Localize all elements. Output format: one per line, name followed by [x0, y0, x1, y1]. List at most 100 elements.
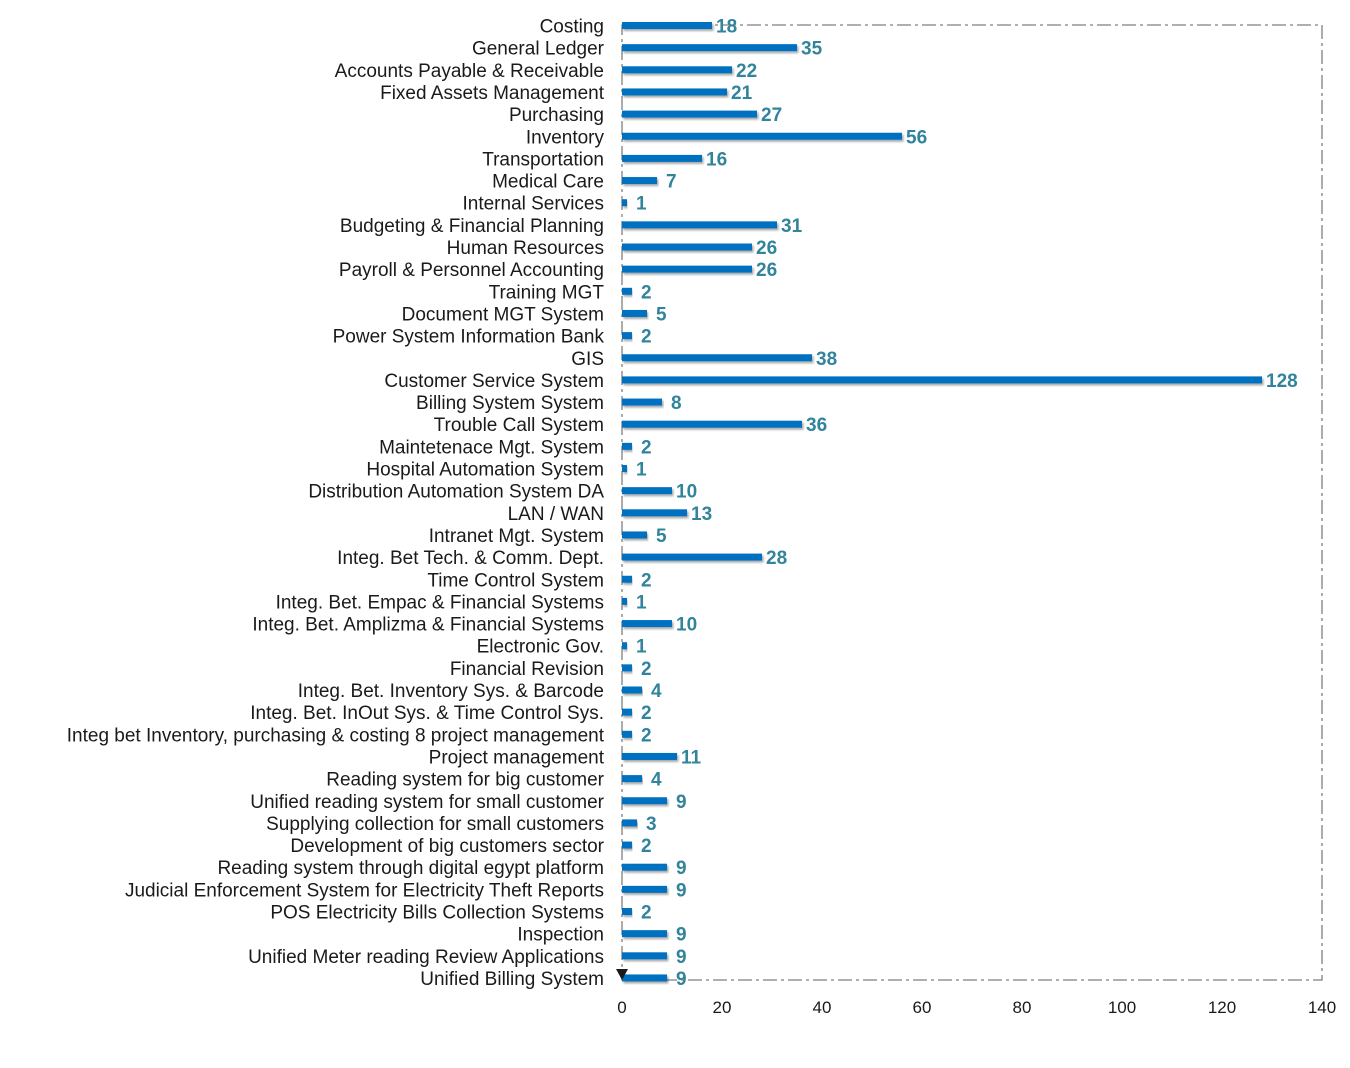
category-label: Reading system through digital egypt pla…: [217, 858, 604, 879]
bar: [622, 265, 752, 273]
value-label: 128: [1266, 371, 1298, 392]
value-labels: 1835222127561671312626252381288362110135…: [636, 17, 1298, 990]
category-label: Unified reading system for small custome…: [250, 792, 604, 813]
bar: [622, 420, 802, 428]
category-label: Time Control System: [427, 570, 604, 591]
value-label: 38: [816, 349, 837, 370]
bar: [622, 597, 627, 605]
value-label: 21: [731, 83, 753, 104]
value-label: 10: [676, 615, 697, 636]
bar: [622, 243, 752, 251]
category-label: Integ. Bet. Empac & Financial Systems: [276, 592, 604, 613]
value-label: 10: [676, 482, 697, 503]
axis-arrow-icon: [616, 969, 628, 980]
category-label: Inspection: [517, 925, 604, 946]
bar: [622, 974, 667, 982]
bar: [622, 952, 667, 960]
bar: [622, 930, 667, 938]
x-tick-label: 40: [813, 998, 832, 1017]
category-label: POS Electricity Bills Collection Systems: [270, 903, 604, 924]
value-label: 3: [646, 814, 657, 835]
value-label: 2: [641, 703, 652, 724]
category-label: Unified Billing System: [420, 969, 604, 990]
value-label: 16: [706, 149, 727, 170]
x-tick-label: 20: [713, 998, 732, 1017]
category-label: Supplying collection for small customers: [266, 814, 604, 835]
x-tick-label: 80: [1013, 998, 1032, 1017]
category-label: Human Resources: [447, 238, 604, 259]
category-label: LAN / WAN: [508, 504, 604, 525]
x-tick-label: 120: [1208, 998, 1236, 1017]
bar: [622, 730, 632, 738]
category-label: Financial Revision: [450, 659, 604, 680]
bar: [622, 22, 712, 29]
value-label: 13: [691, 504, 712, 525]
category-label: Training MGT: [489, 282, 605, 303]
category-label: Budgeting & Financial Planning: [340, 216, 604, 237]
value-label: 2: [641, 903, 652, 924]
bar: [622, 863, 667, 871]
bar: [622, 620, 672, 628]
bar: [622, 132, 902, 140]
bar: [622, 908, 632, 915]
bar: [622, 553, 762, 561]
value-label: 2: [641, 282, 652, 303]
value-label: 9: [676, 969, 687, 990]
category-label: Costing: [540, 17, 604, 38]
category-label: Integ. Bet. Inventory Sys. & Barcode: [298, 681, 604, 702]
x-tick-label: 0: [617, 998, 626, 1017]
category-label: Distribution Automation System DA: [308, 482, 604, 503]
bar: [622, 88, 727, 96]
x-tick-label: 60: [913, 998, 932, 1017]
value-label: 31: [781, 216, 803, 237]
bar: [622, 398, 662, 406]
bar: [622, 376, 1262, 384]
value-label: 1: [636, 592, 647, 613]
value-label: 4: [651, 770, 662, 791]
category-label: Transportation: [482, 149, 604, 170]
bar: [622, 775, 642, 783]
value-label: 5: [656, 526, 667, 547]
bar: [622, 797, 667, 805]
bar: [622, 199, 627, 207]
category-label: Payroll & Personnel Accounting: [339, 260, 604, 281]
value-label: 28: [766, 548, 787, 569]
category-label: GIS: [571, 349, 604, 370]
category-label: Purchasing: [509, 105, 604, 126]
value-label: 18: [716, 17, 737, 38]
bar: [622, 885, 667, 893]
category-label: Electronic Gov.: [477, 637, 604, 658]
value-label: 5: [656, 304, 667, 325]
value-label: 2: [641, 570, 652, 591]
bar: [622, 66, 732, 74]
category-label: Billing System System: [416, 393, 604, 414]
value-label: 22: [736, 61, 757, 82]
value-label: 9: [676, 925, 687, 946]
value-label: 9: [676, 880, 687, 901]
bar: [622, 465, 627, 472]
value-label: 7: [666, 172, 677, 193]
category-label: Internal Services: [462, 194, 604, 215]
x-tick-label: 140: [1308, 998, 1336, 1017]
category-label: Maintetenace Mgt. System: [379, 437, 604, 458]
value-label: 4: [651, 681, 662, 702]
category-label: Unified Meter reading Review Application…: [248, 947, 604, 968]
bar: [622, 841, 632, 849]
value-label: 35: [801, 39, 823, 60]
bar: [622, 332, 632, 340]
value-label: 1: [636, 460, 647, 481]
category-label: Power System Information Bank: [333, 327, 605, 348]
category-label: Integ. Bet. InOut Sys. & Time Control Sy…: [250, 703, 604, 724]
value-label: 2: [641, 437, 652, 458]
value-label: 2: [641, 725, 652, 746]
category-label: Customer Service System: [384, 371, 604, 392]
category-label: Hospital Automation System: [366, 460, 604, 481]
bars-layer: [622, 22, 1262, 982]
category-label: Project management: [429, 747, 605, 768]
bar: [622, 509, 687, 517]
category-label: Medical Care: [492, 172, 604, 193]
value-label: 26: [756, 238, 777, 259]
bar: [622, 354, 812, 362]
value-label: 9: [676, 858, 687, 879]
